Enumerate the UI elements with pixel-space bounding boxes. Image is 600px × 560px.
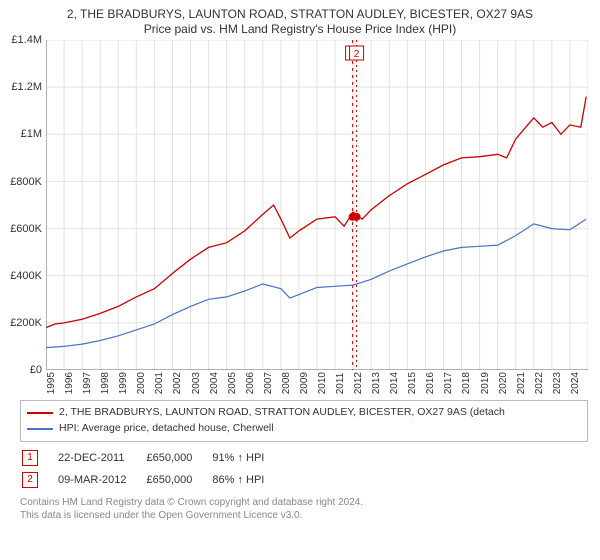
x-tick-label: 1996 — [64, 372, 82, 394]
marker-number: 1 — [22, 450, 38, 466]
y-tick-label: £1.2M — [11, 81, 42, 93]
x-tick-label: 2013 — [371, 372, 389, 394]
table-row: 2 09-MAR-2012£650,00086% ↑ HPI — [22, 470, 282, 490]
x-tick-label: 2005 — [227, 372, 245, 394]
x-tick-label: 2018 — [461, 372, 479, 394]
x-tick-label: 2023 — [552, 372, 570, 394]
y-tick-label: £1M — [21, 128, 42, 140]
x-tick-label: 2016 — [425, 372, 443, 394]
x-tick-label: 2011 — [335, 372, 353, 394]
x-tick-label: 2019 — [480, 372, 498, 394]
svg-text:2: 2 — [354, 49, 360, 60]
y-tick-label: £0 — [30, 364, 42, 376]
x-tick-label: 2007 — [263, 372, 281, 394]
x-tick-label: 2014 — [389, 372, 407, 394]
marker-number: 2 — [22, 472, 38, 488]
legend-swatch — [27, 428, 53, 430]
x-tick-label: 2015 — [407, 372, 425, 394]
table-row: 1 22-DEC-2011£650,00091% ↑ HPI — [22, 448, 282, 468]
legend-label: HPI: Average price, detached house, Cher… — [59, 421, 274, 437]
x-tick-label: 2017 — [443, 372, 461, 394]
legend-item: HPI: Average price, detached house, Cher… — [27, 421, 581, 437]
chart-subtitle: Price paid vs. HM Land Registry's House … — [0, 22, 600, 40]
legend-item: 2, THE BRADBURYS, LAUNTON ROAD, STRATTON… — [27, 405, 581, 421]
sale-price: £650,000 — [146, 470, 210, 490]
y-tick-label: £400K — [10, 270, 42, 282]
y-tick-label: £1.4M — [11, 34, 42, 46]
sale-price: £650,000 — [146, 448, 210, 468]
y-tick-label: £600K — [10, 223, 42, 235]
legend-swatch — [27, 412, 53, 414]
y-tick-label: £200K — [10, 317, 42, 329]
sale-date: 09-MAR-2012 — [58, 470, 144, 490]
sales-table: 1 22-DEC-2011£650,00091% ↑ HPI 2 09-MAR-201… — [20, 446, 284, 492]
x-tick-label: 2000 — [136, 372, 154, 394]
copyright-line: This data is licensed under the Open Gov… — [20, 509, 588, 522]
x-tick-label: 2002 — [172, 372, 190, 394]
x-tick-label: 2006 — [245, 372, 263, 394]
y-tick-label: £800K — [10, 176, 42, 188]
x-tick-label: 2004 — [209, 372, 227, 394]
sale-hpi-pct: 91% ↑ HPI — [212, 448, 282, 468]
line-chart: 12 — [46, 40, 588, 370]
legend-label: 2, THE BRADBURYS, LAUNTON ROAD, STRATTON… — [59, 405, 505, 421]
x-tick-label: 1998 — [100, 372, 118, 394]
sale-hpi-pct: 86% ↑ HPI — [212, 470, 282, 490]
x-tick-label: 1995 — [46, 372, 64, 394]
x-tick-label: 2022 — [534, 372, 552, 394]
x-tick-label: 2010 — [317, 372, 335, 394]
x-tick-label: 1999 — [118, 372, 136, 394]
legend: 2, THE BRADBURYS, LAUNTON ROAD, STRATTON… — [20, 400, 588, 442]
chart-title: 2, THE BRADBURYS, LAUNTON ROAD, STRATTON… — [0, 0, 600, 22]
x-tick-label: 2009 — [299, 372, 317, 394]
x-axis-labels: 1995199619971998199920002001200220032004… — [46, 372, 588, 394]
x-tick-label: 2001 — [154, 372, 172, 394]
x-tick-label: 2012 — [353, 372, 371, 394]
x-tick-label: 2024 — [570, 372, 588, 394]
x-tick-label: 2003 — [191, 372, 209, 394]
sale-date: 22-DEC-2011 — [58, 448, 144, 468]
copyright: Contains HM Land Registry data © Crown c… — [20, 496, 588, 522]
x-tick-label: 2021 — [516, 372, 534, 394]
x-tick-label: 2020 — [498, 372, 516, 394]
chart-area: £0£200K£400K£600K£800K£1M£1.2M£1.4M 12 — [46, 40, 588, 370]
x-tick-label: 2008 — [281, 372, 299, 394]
x-tick-label: 1997 — [82, 372, 100, 394]
copyright-line: Contains HM Land Registry data © Crown c… — [20, 496, 588, 509]
